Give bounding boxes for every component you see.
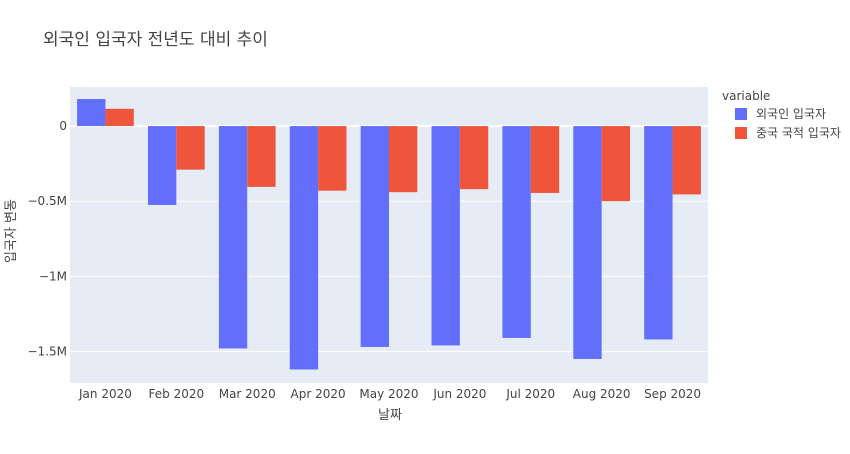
x-tick-label: Jan 2020	[78, 387, 132, 401]
bar[interactable]	[219, 126, 247, 348]
bar[interactable]	[389, 126, 417, 192]
bar[interactable]	[460, 126, 488, 189]
bar[interactable]	[531, 126, 559, 193]
y-tick-label: −1M	[39, 269, 67, 283]
legend-item[interactable]: 중국 국적 입국자	[735, 126, 841, 140]
bar[interactable]	[318, 126, 346, 191]
chart-title: 외국인 입국자 전년도 대비 추이	[43, 30, 268, 50]
bar[interactable]	[644, 126, 672, 339]
x-tick-label: Apr 2020	[291, 387, 346, 401]
bar[interactable]	[602, 126, 630, 201]
legend-label: 중국 국적 입국자	[756, 126, 841, 140]
x-axis-title: 날짜	[378, 408, 402, 423]
legend-label: 외국인 입국자	[756, 107, 826, 121]
x-axis-ticks: Jan 2020 Feb 2020 Mar 2020 Apr 2020 May 2020…	[78, 387, 701, 401]
bar[interactable]	[361, 126, 389, 347]
bar[interactable]	[148, 126, 176, 205]
x-tick-label: Jul 2020	[505, 387, 555, 401]
bar[interactable]	[105, 109, 133, 126]
legend-swatch	[735, 108, 747, 120]
bar[interactable]	[573, 126, 601, 359]
y-tick-label: −1.5M	[28, 344, 68, 358]
legend-swatch	[735, 127, 747, 139]
x-tick-label: Sep 2020	[644, 387, 701, 401]
y-axis-ticks: 0 −0.5M −1M −1.5M	[28, 119, 68, 358]
y-tick-label: −0.5M	[28, 194, 68, 208]
x-tick-label: May 2020	[359, 387, 418, 401]
legend-item[interactable]: 외국인 입국자	[735, 107, 826, 121]
x-tick-label: Feb 2020	[149, 387, 205, 401]
bar[interactable]	[432, 126, 460, 345]
y-tick-label: 0	[59, 119, 67, 133]
bar[interactable]	[290, 126, 318, 369]
x-tick-label: Mar 2020	[219, 387, 276, 401]
y-axis-title: 입국자 변동	[4, 199, 19, 263]
x-tick-label: Jun 2020	[432, 387, 486, 401]
bar[interactable]	[502, 126, 530, 338]
bar[interactable]	[176, 126, 204, 170]
bar[interactable]	[247, 126, 275, 187]
bar[interactable]	[77, 99, 105, 126]
x-tick-label: Aug 2020	[573, 387, 631, 401]
legend-title: variable	[722, 89, 770, 103]
bar[interactable]	[673, 126, 701, 194]
